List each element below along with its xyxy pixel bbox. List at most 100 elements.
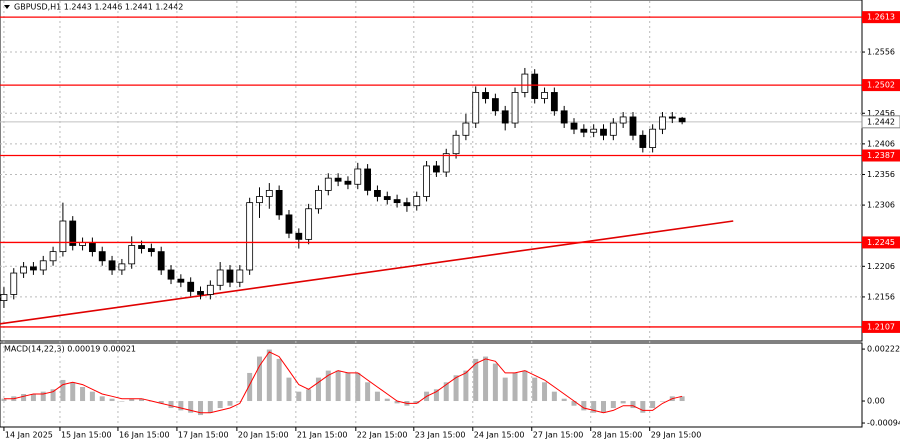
macd-bar (89, 391, 95, 402)
macd-bar (365, 382, 371, 402)
macd-panel (0, 342, 863, 428)
macd-bar (650, 401, 656, 409)
level-label: 1.2245 (867, 238, 895, 247)
candle-body (462, 122, 470, 136)
price-panel (0, 0, 863, 342)
macd-bar (286, 377, 292, 402)
candle-body (609, 122, 617, 136)
macd-bar (99, 396, 105, 402)
macd-bar (640, 401, 646, 413)
y-tick-label: 1.2156 (867, 292, 895, 301)
macd-bar (394, 401, 400, 404)
candle-body (187, 281, 195, 292)
candle-body (39, 260, 47, 271)
candle-body (138, 245, 145, 249)
macd-bar (512, 372, 518, 402)
candle-body (10, 272, 18, 295)
candle-body (482, 92, 489, 99)
macd-bar (296, 391, 302, 402)
candle-body (128, 245, 136, 265)
macd-bar (306, 389, 312, 402)
candle-body (521, 73, 529, 93)
candle-body (511, 92, 519, 124)
candle-body (324, 177, 332, 191)
candle-body (216, 269, 224, 286)
macd-bar (188, 401, 194, 413)
candle-body (69, 220, 77, 246)
macd-bar (374, 391, 380, 402)
candle-body (246, 202, 254, 271)
candle-body (619, 116, 627, 124)
candle-body (600, 128, 607, 136)
x-tick-label: 24 Jan 15:00 (474, 431, 525, 440)
macd-bar (433, 389, 439, 402)
level-label: 1.2613 (867, 13, 895, 22)
macd-bar (610, 401, 616, 409)
candle-body (256, 196, 263, 204)
macd-bar (335, 370, 341, 402)
x-tick-label: 15 Jan 15:00 (61, 431, 112, 440)
macd-bar (630, 401, 636, 409)
candle-body (550, 92, 558, 112)
macd-bar (620, 401, 626, 404)
candle-body (560, 110, 568, 124)
macd-bar (571, 401, 577, 406)
macd-bar (561, 398, 567, 402)
candle-body (629, 116, 637, 136)
chart-title: GBPUSD,H1 1.2443 1.2446 1.2441 1.2442 (14, 3, 183, 12)
menu-icon[interactable] (4, 5, 10, 9)
candle-body (531, 73, 539, 99)
macd-bar (139, 398, 145, 402)
candle-body (423, 165, 430, 197)
macd-bar (483, 356, 489, 402)
macd-bar (129, 398, 135, 402)
x-tick-label: 17 Jan 15:00 (178, 431, 229, 440)
level-label-box (862, 149, 900, 162)
candle-body (197, 291, 204, 295)
macd-bar (266, 349, 272, 402)
macd-bar (345, 372, 351, 402)
candle-body (177, 278, 185, 283)
candle-body (354, 168, 362, 185)
macd-bar (40, 391, 46, 402)
macd-bar (600, 401, 606, 413)
y-tick-label: 1.2206 (867, 262, 895, 271)
macd-bar (502, 377, 508, 402)
last-price-box (861, 115, 900, 129)
candle-body (374, 189, 381, 197)
x-tick-label: 27 Jan 15:00 (533, 431, 584, 440)
candle-body (659, 116, 666, 130)
candle-body (501, 110, 509, 124)
level-label-box (862, 236, 900, 249)
macd-bar (168, 401, 174, 409)
macd-bar (551, 391, 557, 402)
candle-body (344, 180, 352, 185)
candle-body (433, 165, 440, 173)
candle-body (157, 251, 165, 271)
candle-body (452, 134, 460, 155)
macd-bar (581, 401, 587, 411)
candle-body (413, 196, 421, 207)
macd-bar (679, 396, 685, 402)
y-tick-label: 0.00222 (867, 345, 900, 354)
candle-body (541, 92, 548, 99)
x-tick-label: 29 Jan 15:00 (651, 431, 702, 440)
level-label-box (862, 79, 900, 92)
candle-body (98, 251, 106, 262)
macd-bar (217, 401, 223, 409)
candle-body (668, 116, 676, 119)
candle-body (590, 128, 598, 133)
macd-bar (50, 389, 56, 402)
macd-bar (384, 398, 390, 402)
macd-bar (21, 394, 27, 402)
macd-bar (119, 401, 125, 402)
y-tick-label: 1.2456 (867, 109, 895, 118)
candle-body (147, 248, 155, 253)
macd-bar (492, 363, 498, 402)
macd-bar (158, 401, 164, 404)
candle-body (295, 232, 303, 240)
y-tick-label: 1.2556 (867, 48, 895, 57)
level-label: 1.2387 (867, 151, 895, 160)
trend-line (0, 220, 734, 325)
x-tick-label: 16 Jan 15:00 (119, 431, 170, 440)
